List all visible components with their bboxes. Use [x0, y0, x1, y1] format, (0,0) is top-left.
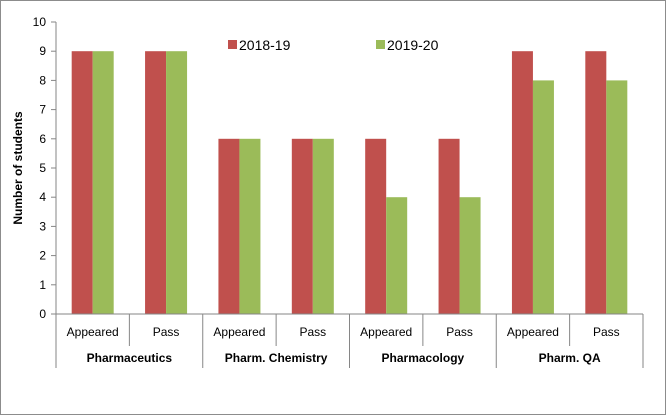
bar-2018-19-1 [71, 51, 93, 314]
y-tick-label: 8 [39, 73, 46, 87]
bar-2018-19-2 [145, 51, 167, 314]
bar-2018-19-7 [511, 51, 533, 314]
y-tick-label: 2 [39, 249, 46, 263]
bar-2018-19-8 [585, 51, 607, 314]
bar-2019-20-4 [312, 138, 334, 314]
y-tick-label: 10 [33, 15, 47, 29]
legend-label-2018-19: 2018-19 [239, 37, 291, 53]
bar-2019-20-6 [459, 197, 481, 314]
legend-label-2019-20: 2019-20 [387, 37, 439, 53]
bar-2019-20-8 [606, 80, 628, 315]
bar-2018-19-6 [438, 138, 460, 314]
legend-swatch-2018-19 [228, 40, 237, 49]
bar-2019-20-7 [532, 80, 554, 315]
category-label: Pass [446, 325, 473, 339]
category-label: Pass [593, 325, 620, 339]
category-label: Pass [153, 325, 180, 339]
group-label: Pharmacology [382, 351, 465, 365]
y-tick-label: 1 [39, 278, 46, 292]
y-tick-label: 0 [39, 307, 46, 321]
bar-2018-19-4 [291, 138, 313, 314]
bar-2018-19-3 [218, 138, 240, 314]
y-tick-label: 9 [39, 44, 46, 58]
bar-2019-20-2 [166, 51, 188, 314]
y-tick-label: 6 [39, 132, 46, 146]
y-tick-label: 5 [39, 161, 46, 175]
group-label: Pharm. QA [539, 351, 601, 365]
bar-2019-20-5 [386, 197, 408, 314]
bar-2019-20-3 [239, 138, 261, 314]
y-tick-label: 4 [39, 190, 46, 204]
bar-2018-19-5 [365, 138, 387, 314]
category-label: Appeared [67, 325, 119, 339]
category-label: Appeared [360, 325, 412, 339]
category-label: Pass [299, 325, 326, 339]
category-label: Appeared [213, 325, 265, 339]
category-label: Appeared [507, 325, 559, 339]
group-label: Pharmaceutics [87, 351, 173, 365]
y-tick-label: 7 [39, 103, 46, 117]
bar-2019-20-1 [92, 51, 114, 314]
y-axis-label: Number of students [11, 111, 25, 225]
group-label: Pharm. Chemistry [225, 351, 328, 365]
legend-swatch-2019-20 [376, 40, 385, 49]
y-tick-label: 3 [39, 219, 46, 233]
